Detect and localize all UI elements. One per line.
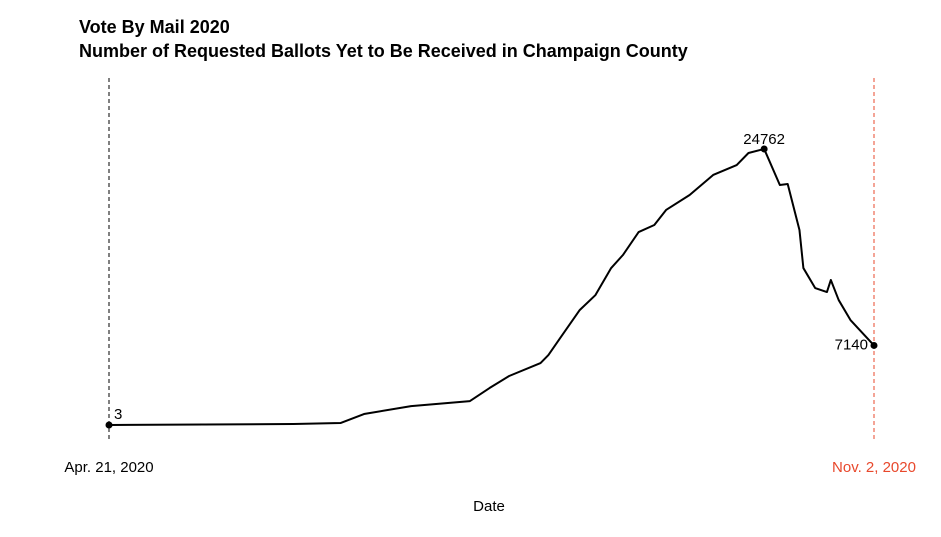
x-tick-label: Apr. 21, 2020	[64, 459, 153, 476]
point	[870, 341, 878, 349]
value-label: 7140	[835, 336, 868, 353]
value-label: 3	[114, 406, 122, 423]
x-axis-label: Date	[473, 498, 505, 515]
chart-title: Vote By Mail 2020	[79, 17, 230, 37]
point	[760, 145, 768, 153]
chart-subtitle: Number of Requested Ballots Yet to Be Re…	[79, 41, 688, 61]
point	[105, 421, 113, 429]
value-label: 24762	[743, 131, 785, 148]
data-line	[108, 147, 875, 427]
x-tick-label: Nov. 2, 2020	[832, 459, 916, 476]
